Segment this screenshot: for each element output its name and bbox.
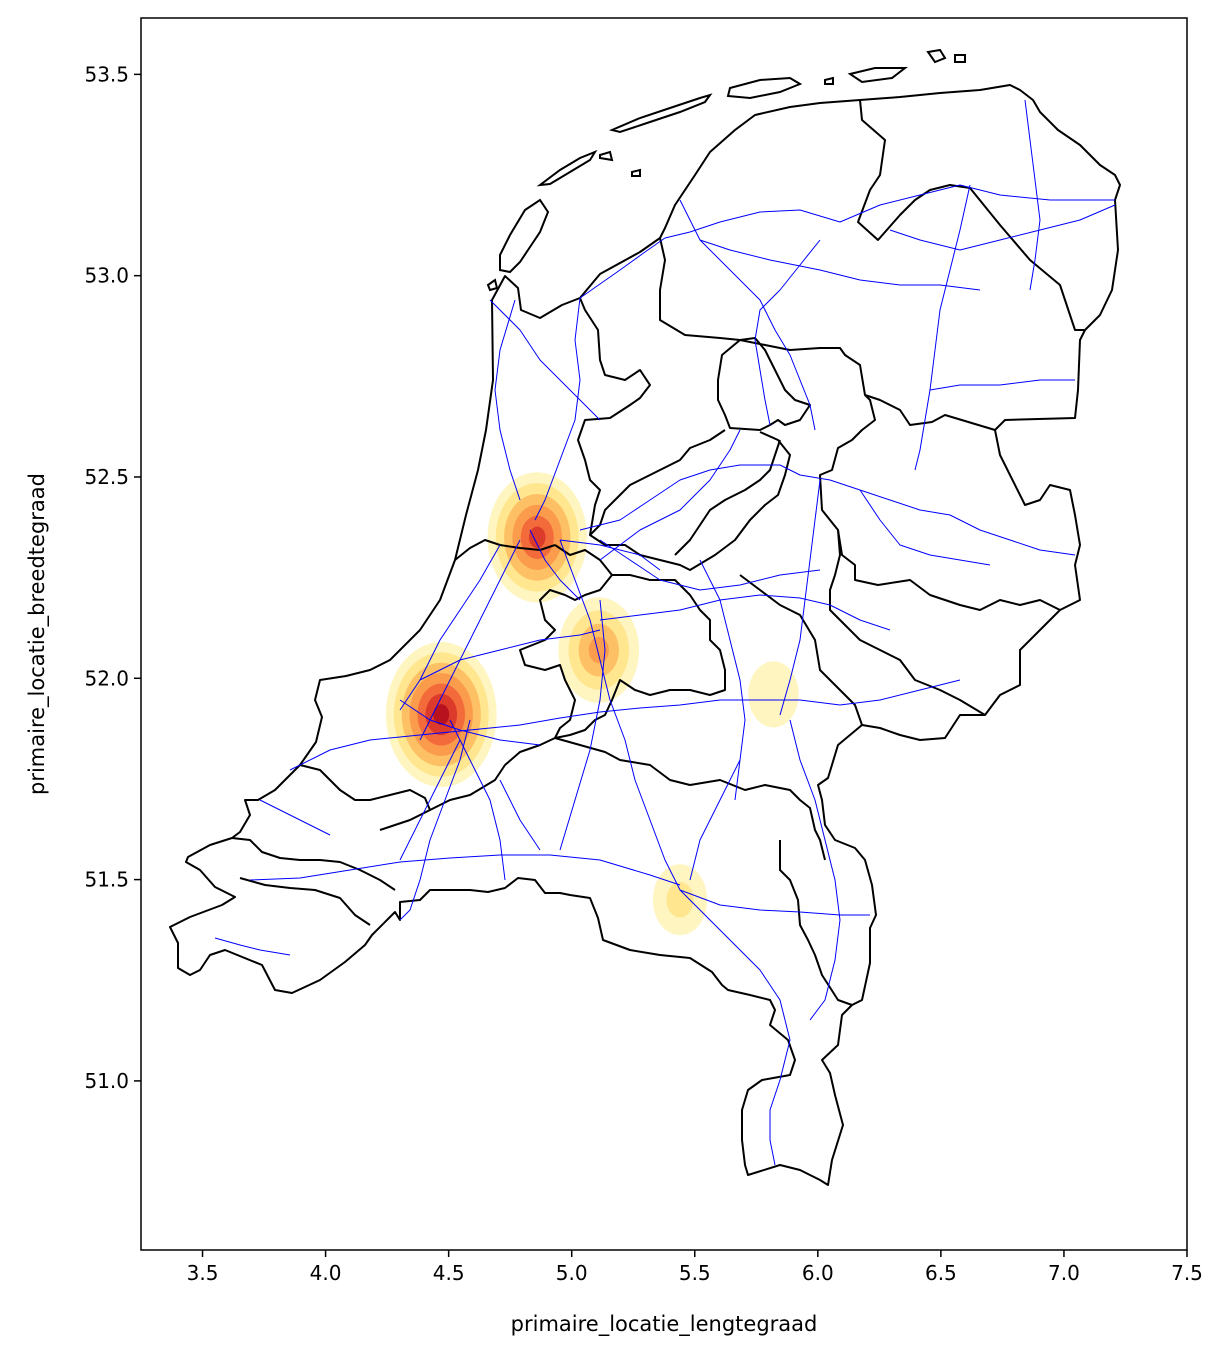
road-a1-east: [579, 464, 1076, 556]
road-noordholland: [489, 299, 601, 421]
border-noordoostpolder: [717, 337, 811, 431]
x-axis: 3.5 4.0 4.5 5.0 5.5 6.0 6.5 7.0 7.5: [187, 1250, 1203, 1285]
road-a27: [559, 599, 606, 851]
road-a4-north: [419, 539, 521, 741]
road-a10-north: [534, 297, 581, 521]
y-axis: 51.0 51.5 52.0 52.5 53.0 53.5: [84, 62, 141, 1093]
road-a37: [929, 379, 1075, 391]
road-a6-flevo: [599, 429, 741, 561]
border-groningen-friesland: [857, 99, 1085, 331]
border-brabant-gelderland: [554, 737, 826, 861]
y-tick-label: 51.5: [84, 868, 129, 892]
density-layer: [385, 472, 799, 936]
road-a31: [1024, 99, 1041, 291]
y-tick-label: 51.0: [84, 1069, 129, 1093]
y-tick-label: 52.5: [84, 465, 129, 489]
road-a6: [754, 239, 821, 426]
road-a44: [399, 544, 501, 711]
x-tick-label: 4.0: [310, 1261, 342, 1285]
island-small: [486, 76, 834, 292]
x-tick-label: 5.0: [556, 1261, 588, 1285]
road-a28-south: [599, 539, 821, 591]
country-outline: [169, 84, 1121, 1186]
road-a12-east: [599, 594, 891, 631]
road-a15: [289, 679, 961, 771]
road-a32: [679, 199, 816, 431]
border-brabant-limburg: [779, 840, 853, 1006]
road-a1-west: [559, 539, 661, 571]
x-axis-title: primaire_locatie_lengtegraad: [511, 1312, 818, 1337]
density-contour: [748, 661, 799, 728]
road-a73: [789, 719, 841, 1021]
x-tick-label: 7.5: [1171, 1261, 1203, 1285]
road-a16: [449, 719, 506, 881]
density-contour: [588, 636, 609, 664]
plot-area: [140, 17, 1188, 1251]
road-a7-east: [889, 204, 1116, 251]
road-a50-south: [689, 759, 741, 881]
x-tick-label: 6.0: [802, 1261, 834, 1285]
border-rivers: [379, 737, 556, 831]
road-a67: [679, 889, 870, 916]
road-a7: [579, 184, 1115, 299]
border-utrecht-gelderland: [554, 574, 726, 739]
x-tick-label: 3.5: [187, 1261, 219, 1285]
island-ameland: [726, 76, 803, 100]
province-borders: [169, 48, 1121, 1186]
border-ijssel: [674, 439, 781, 556]
road-a17: [499, 779, 541, 851]
island-texel: [499, 198, 550, 274]
border-noord-holland-east: [577, 297, 651, 536]
border-drenthe-overijssel: [819, 394, 1061, 611]
road-a9: [494, 299, 521, 501]
x-tick-label: 7.0: [1048, 1261, 1080, 1285]
x-tick-label: 4.5: [433, 1261, 465, 1285]
x-tick-label: 5.5: [679, 1261, 711, 1285]
road-a13: [399, 699, 541, 746]
road-a4-south: [399, 719, 471, 921]
road-a28-friesland: [699, 239, 981, 291]
density-contour: [433, 704, 450, 725]
island-rottum: [926, 48, 966, 64]
border-utrecht-north: [519, 544, 613, 739]
density-contour: [666, 881, 694, 918]
road-network: [214, 99, 1116, 1166]
road-a2-ams: [529, 529, 581, 601]
island-schiermonnikoog: [847, 67, 908, 84]
y-tick-label: 53.0: [84, 264, 129, 288]
road-a29: [399, 739, 461, 861]
border-friesland-drenthe: [659, 237, 996, 431]
island-vlieland: [536, 149, 598, 187]
island-terschelling: [608, 93, 713, 134]
y-tick-label: 52.0: [84, 666, 129, 690]
road-a50-north: [779, 479, 821, 716]
road-zeeland: [214, 799, 331, 956]
border-gelderland-east: [829, 529, 986, 716]
road-a28: [914, 184, 971, 471]
border-zeeland-middle: [239, 877, 371, 926]
border-zeeland-islands: [231, 837, 396, 891]
border-flevoland: [589, 429, 791, 571]
border-zeeland-holland: [299, 764, 431, 811]
road-a12-west: [419, 629, 601, 681]
x-tick-label: 6.5: [925, 1261, 957, 1285]
density-contour: [528, 526, 546, 549]
road-a58: [249, 854, 681, 886]
road-a35: [859, 489, 991, 566]
y-axis-title: primaire_locatie_breedtegraad: [25, 473, 50, 795]
y-tick-label: 53.5: [84, 62, 129, 86]
